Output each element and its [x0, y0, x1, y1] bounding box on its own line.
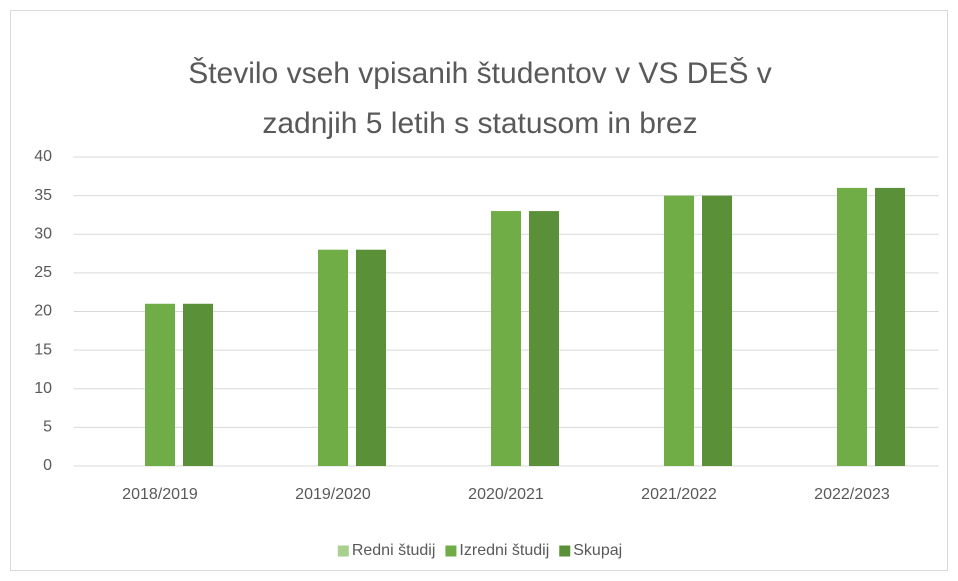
y-tick-label: 15	[34, 341, 52, 358]
bar	[529, 211, 559, 466]
legend-swatch	[445, 545, 457, 557]
y-tick-label: 20	[34, 303, 52, 320]
y-tick-label: 30	[34, 225, 52, 242]
bar	[837, 187, 867, 466]
bar	[875, 187, 905, 466]
x-tick-label: 2022/2023	[814, 486, 890, 503]
bar	[356, 249, 386, 466]
x-tick-label: 2020/2021	[468, 486, 544, 503]
y-tick-label: 5	[43, 419, 52, 436]
chart-title: zadnjih 5 letih s statusom in brez	[262, 107, 697, 140]
legend-swatch	[337, 545, 349, 557]
y-tick-label: 10	[34, 380, 52, 397]
legend-swatch	[559, 545, 571, 557]
y-tick-label: 25	[34, 264, 52, 281]
chart-border	[10, 10, 948, 571]
x-tick-label: 2019/2020	[295, 486, 371, 503]
chart-title: Število vseh vpisanih študentov v VS DEŠ…	[188, 56, 772, 90]
y-tick-label: 40	[34, 148, 52, 165]
bar	[318, 249, 348, 466]
bar	[491, 211, 521, 466]
y-tick-label: 0	[43, 457, 52, 474]
bar	[664, 195, 694, 466]
y-tick-label: 35	[34, 187, 52, 204]
legend-label: Izredni študij	[459, 542, 549, 559]
bar	[702, 195, 732, 466]
bar	[183, 303, 213, 466]
x-tick-label: 2018/2019	[122, 486, 198, 503]
bar	[145, 303, 175, 466]
x-tick-label: 2021/2022	[641, 486, 717, 503]
legend-label: Skupaj	[573, 542, 622, 559]
legend-label: Redni študij	[352, 542, 436, 559]
